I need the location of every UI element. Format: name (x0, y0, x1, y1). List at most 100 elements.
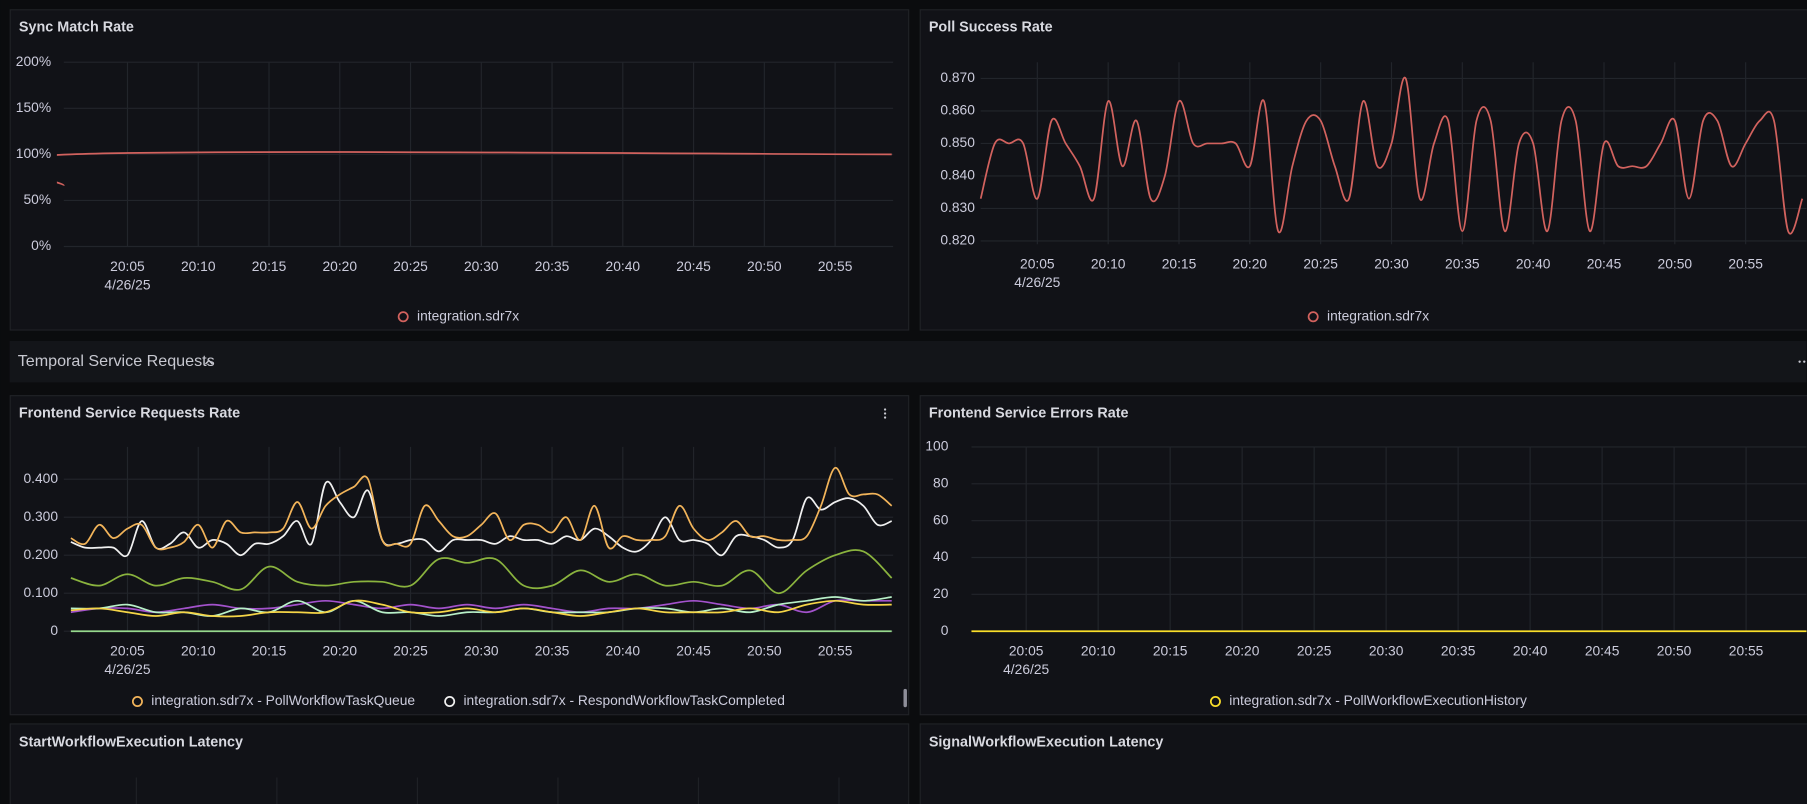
bottom-grid (135, 777, 840, 804)
legend-label: integration.sdr7x - PollWorkflowExecutio… (1229, 692, 1527, 708)
panel (919, 395, 1807, 716)
x-tick-label: 20:10 (1091, 256, 1126, 272)
x-tick-label: 20:50 (747, 643, 782, 659)
x-tick-label: 20:30 (1369, 643, 1404, 659)
x-tick-label: 20:55 (1728, 256, 1763, 272)
legend-marker (444, 696, 456, 707)
x-date-label: 4/26/25 (1003, 661, 1049, 677)
x-tick-label: 20:25 (1297, 643, 1332, 659)
x-tick-label: 20:35 (1441, 643, 1476, 659)
x-date-label: 4/26/25 (104, 276, 150, 292)
legend-item[interactable]: integration.sdr7x - PollWorkflowTaskQueu… (131, 692, 416, 708)
x-tick-label: 20:35 (535, 258, 570, 274)
x-tick-label: 20:10 (1081, 643, 1116, 659)
x-tick-label: 20:05 (1009, 643, 1044, 659)
legend-label: integration.sdr7x - PollWorkflowTaskQueu… (151, 692, 415, 708)
x-tick-label: 20:40 (1516, 256, 1551, 272)
x-tick-label: 20:30 (1374, 256, 1409, 272)
series-line (979, 76, 1804, 235)
y-tick-label: 100% (16, 145, 51, 161)
x-tick-label: 20:25 (1303, 256, 1338, 272)
panel (919, 9, 1807, 331)
x-tick-label: 20:25 (393, 258, 428, 274)
y-tick-label: 150% (16, 99, 51, 115)
panel (919, 723, 1807, 804)
y-tick-label: 0.820 (940, 232, 975, 248)
x-tick-label: 20:45 (1585, 643, 1620, 659)
y-tick-label: 200% (16, 53, 51, 69)
panel-title: StartWorkflowExecution Latency (19, 735, 243, 751)
panel-menu[interactable] (883, 412, 887, 415)
x-tick-label: 20:55 (818, 258, 853, 274)
legend-label: integration.sdr7x - RespondWorkflowTaskC… (463, 692, 784, 708)
section-bar (9, 340, 1807, 383)
x-tick-label: 20:35 (535, 643, 570, 659)
section-row[interactable]: Temporal Service Requests (9, 340, 1807, 383)
x-tick-label: 20:20 (322, 258, 357, 274)
x-tick-label: 20:40 (1513, 643, 1548, 659)
legend-marker (1209, 696, 1221, 707)
legend-marker (397, 311, 409, 323)
y-tick-label: 0.850 (940, 134, 975, 150)
x-tick-label: 20:15 (252, 258, 287, 274)
x-tick-label: 20:45 (676, 643, 711, 659)
x-tick-label: 20:05 (110, 258, 145, 274)
y-tick-label: 0.400 (23, 470, 58, 486)
legend-item[interactable]: integration.sdr7x - RespondWorkflowTaskC… (444, 692, 785, 708)
charts: Sync Match Rate 0% 50% 100% 150% 200% 20:05 4/2… (9, 9, 1807, 716)
x-tick-label: 20:05 (1020, 256, 1055, 272)
panel-title: Frontend Service Requests Rate (19, 405, 240, 421)
legend-label: integration.sdr7x (1327, 307, 1429, 323)
panel-menu[interactable] (883, 416, 887, 419)
panel (9, 9, 910, 331)
y-tick-label: 0.860 (940, 102, 975, 118)
x-tick-label: 20:20 (1225, 643, 1260, 659)
y-tick-label: 0.200 (23, 546, 58, 562)
y-tick-label: 60 (933, 511, 949, 527)
section-title[interactable]: Temporal Service Requests (18, 352, 215, 370)
y-tick-label: 0 (941, 622, 949, 638)
x-tick-label: 20:45 (676, 258, 711, 274)
y-tick-label: 0.870 (940, 69, 975, 85)
legend-item[interactable]: integration.sdr7x (397, 307, 520, 323)
legend-item[interactable]: integration.sdr7x - PollWorkflowExecutio… (1209, 692, 1527, 708)
panel-title: SignalWorkflowExecution Latency (929, 735, 1164, 751)
x-tick-label: 20:10 (181, 258, 216, 274)
y-tick-label: 100 (925, 438, 948, 454)
panel-menu[interactable] (883, 408, 887, 411)
x-tick-label: 20:15 (1162, 256, 1197, 272)
x-tick-label: 20:20 (322, 643, 357, 659)
y-tick-label: 0 (50, 622, 58, 638)
y-tick-label: 50% (23, 191, 51, 207)
collapse-caret[interactable] (204, 359, 213, 365)
section-menu[interactable] (1798, 360, 1801, 363)
y-tick-label: 80 (933, 474, 949, 490)
x-tick-label: 20:30 (464, 643, 499, 659)
y-tick-label: 0.840 (940, 167, 975, 183)
x-tick-label: 20:15 (1153, 643, 1188, 659)
x-tick-label: 20:20 (1233, 256, 1268, 272)
legend-label: integration.sdr7x (417, 307, 519, 323)
y-tick-label: 0% (31, 237, 51, 253)
x-tick-label: 20:15 (252, 643, 287, 659)
x-tick-label: 20:10 (181, 643, 216, 659)
x-tick-label: 20:05 (110, 643, 145, 659)
section-menu[interactable] (1803, 360, 1806, 363)
x-tick-label: 20:55 (1729, 643, 1764, 659)
panel-title: Frontend Service Errors Rate (929, 405, 1129, 421)
x-tick-label: 20:50 (747, 258, 782, 274)
x-tick-label: 20:50 (1658, 256, 1693, 272)
x-tick-label: 20:40 (606, 258, 641, 274)
series-line (70, 599, 892, 618)
legend-item[interactable]: integration.sdr7x (1307, 307, 1430, 323)
x-tick-label: 20:55 (818, 643, 853, 659)
x-tick-label: 20:40 (606, 643, 641, 659)
series-line (70, 549, 893, 595)
panel-title: Poll Success Rate (929, 19, 1053, 35)
legend-scrollbar[interactable] (903, 688, 907, 708)
panel-title: Sync Match Rate (19, 19, 134, 35)
x-tick-label: 20:35 (1445, 256, 1480, 272)
panel (9, 723, 910, 804)
x-tick-label: 20:45 (1587, 256, 1622, 272)
legend-marker (131, 696, 143, 707)
